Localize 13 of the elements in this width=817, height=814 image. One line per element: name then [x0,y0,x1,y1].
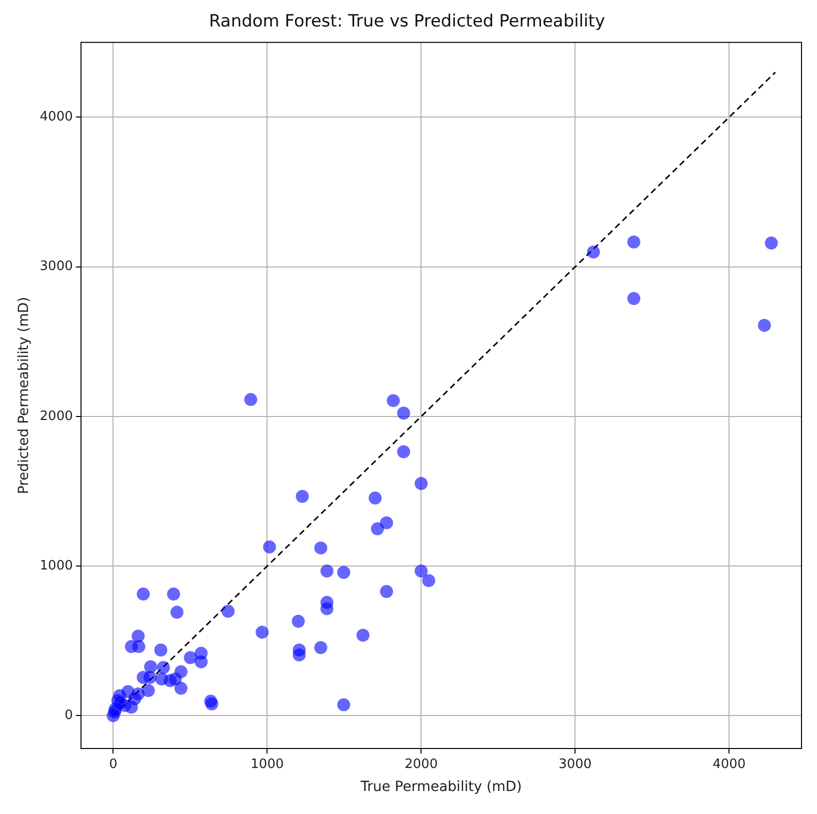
y-tick-label: 1000 [40,558,73,574]
y-tick-label: 3000 [40,259,73,274]
chart-title: Random Forest: True vs Predicted Permeability [208,12,606,32]
x-tick-label: 3000 [558,756,592,772]
x-tick-label: 2000 [404,756,438,772]
x-tick-label: 1000 [250,756,284,772]
x-tick-label: 0 [109,756,118,772]
y-axis-title: Predicted Permeability (mD) [16,296,32,494]
y-tick-label: 2000 [40,408,73,424]
y-tick-label: 4000 [40,110,73,125]
y-tick-label: 0 [64,708,73,724]
x-tick-label: 4000 [712,756,746,772]
x-axis-title: True Permeability (mD) [360,779,522,796]
